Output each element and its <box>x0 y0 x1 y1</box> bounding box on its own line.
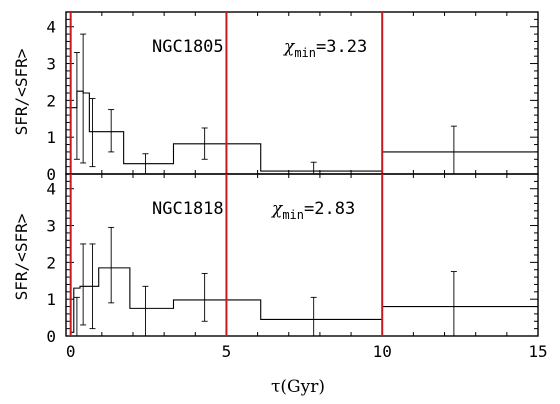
panel-top-ylabel: SFR/<SFR> <box>12 49 31 136</box>
panel-top-marks: 0 1 2 3 4 <box>46 11 539 184</box>
y-tick-label: 1 <box>46 290 56 309</box>
panel-top-frame <box>65 11 539 175</box>
y-tick-label: 2 <box>46 253 56 272</box>
x-axis-label: τ(Gyr) <box>271 377 325 397</box>
panel-bottom-marks: 0 1 2 3 4 0 5 10 15 <box>46 173 548 361</box>
panel-bottom-label: NGC1818 <box>152 199 224 219</box>
panel-top-stat-sub: min <box>294 46 316 60</box>
panel-top-stat-symbol: χ <box>283 37 296 57</box>
y-tick-label: 3 <box>46 55 56 74</box>
x-tick-label: 0 <box>66 342 76 361</box>
y-tick-label: 4 <box>46 180 56 199</box>
panel-top: 0 1 2 3 4 NGC1805 χmin=3.23 SFR/<SFR> <box>12 11 539 184</box>
y-tick-label: 2 <box>46 91 56 110</box>
y-tick-label: 0 <box>46 327 56 346</box>
panel-bottom-frame <box>65 173 539 337</box>
panel-top-label: NGC1805 <box>152 37 224 57</box>
y-tick-label: 1 <box>46 128 56 147</box>
x-tick-label: 10 <box>373 342 392 361</box>
y-tick-label: 3 <box>46 217 56 236</box>
panel-bottom-ylabel: SFR/<SFR> <box>12 214 31 301</box>
sfr-step-line <box>70 90 538 172</box>
panel-top-stat-value: =3.23 <box>316 37 367 57</box>
panel-bottom-stat: χmin=2.83 <box>271 199 355 222</box>
panel-bottom-stat-symbol: χ <box>271 199 284 219</box>
panel-bottom-stat-sub: min <box>282 208 304 222</box>
panel-top-stat: χmin=3.23 <box>283 37 367 60</box>
y-tick-label: 4 <box>46 18 56 37</box>
x-tick-label: 15 <box>528 342 547 361</box>
x-tick-label: 5 <box>222 342 232 361</box>
sfr-step-line <box>70 267 538 333</box>
panel-bottom-stat-value: =2.83 <box>304 199 355 219</box>
y-tick-label: 0 <box>46 165 56 184</box>
